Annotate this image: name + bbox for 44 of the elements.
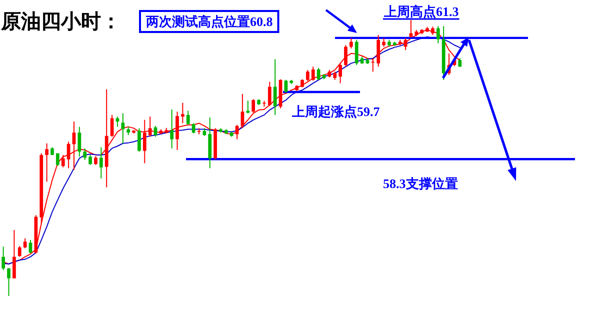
candlestick — [186, 110, 190, 126]
candlestick — [240, 93, 244, 129]
candlestick — [197, 128, 201, 135]
candlestick — [45, 142, 48, 182]
candlestick — [376, 34, 380, 68]
candlestick — [148, 116, 152, 138]
candlestick — [404, 38, 408, 51]
candlestick — [28, 239, 32, 254]
candlestick — [23, 238, 27, 249]
candlestick — [170, 108, 174, 149]
candlestick — [12, 230, 16, 279]
candlestick — [306, 69, 310, 82]
candlestick — [78, 126, 82, 158]
candlestick — [18, 246, 22, 258]
ref-line-label: 上周起涨点59.7 — [291, 104, 380, 119]
candlestick — [338, 62, 342, 84]
candlestick — [311, 66, 315, 82]
candlestick — [180, 102, 184, 124]
candlestick — [2, 246, 6, 271]
candlestick — [235, 124, 239, 140]
text: 上周高点61.3 — [383, 4, 460, 19]
candlestick — [252, 98, 256, 114]
candlestick — [349, 38, 353, 49]
chart-title: 原油四小时： — [0, 11, 121, 33]
candlestick — [61, 154, 65, 168]
candlestick — [316, 68, 320, 80]
candlestick — [344, 44, 348, 68]
candlestick — [138, 128, 141, 152]
candlestick — [142, 119, 146, 164]
candlestick — [83, 148, 87, 160]
candlestick — [284, 79, 288, 94]
candlestick — [7, 268, 10, 296]
candlestick — [436, 26, 440, 44]
candlestick — [99, 146, 103, 179]
candlestick — [88, 154, 92, 166]
candlestick — [273, 58, 277, 116]
candlestick — [121, 112, 125, 144]
ref-line-label: 两次测试高点位置60.8 — [145, 14, 274, 29]
ref-line-label: 58.3支撑位置 — [383, 176, 458, 191]
candlestick — [268, 81, 272, 107]
candlestick — [354, 39, 358, 66]
candlestick — [176, 111, 179, 150]
candlestick — [56, 152, 60, 167]
candlestick — [371, 58, 375, 72]
